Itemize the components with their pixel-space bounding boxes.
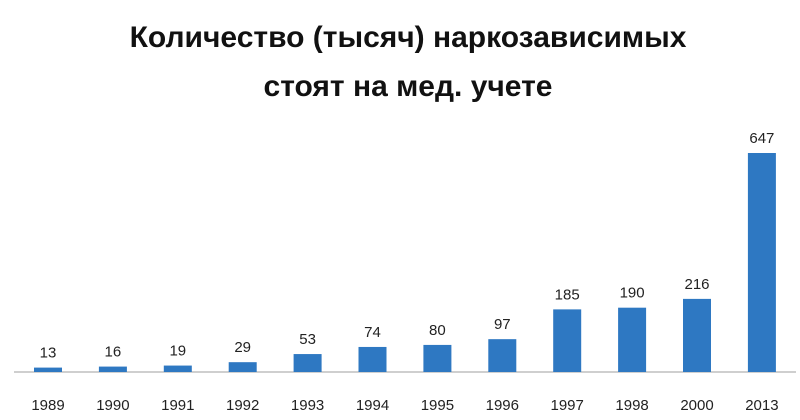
bar [618,307,647,372]
x-tick-label: 1990 [96,397,129,414]
x-tick-label: 2000 [680,397,713,414]
x-tick-label: 1996 [486,397,519,414]
x-tick-label: 2013 [745,397,778,414]
value-label: 647 [749,130,774,147]
value-label: 97 [494,316,511,333]
x-tick-label: 1994 [356,397,389,414]
value-label: 16 [105,344,122,361]
bar [423,344,452,372]
x-tick-label: 1995 [421,397,454,414]
bar [488,339,517,372]
bar [747,153,776,372]
chart-title: Количество (тысяч) наркозависимых [130,21,687,54]
bar [34,367,62,372]
value-label: 74 [364,324,381,341]
bar [228,362,257,372]
bar [358,346,387,372]
x-tick-label: 1998 [615,397,648,414]
value-label: 80 [429,322,446,339]
value-label: 19 [169,343,186,360]
bar [98,366,127,372]
value-label: 53 [299,331,316,348]
value-label: 29 [234,339,251,356]
bar [553,309,582,372]
value-label: 185 [555,286,580,303]
value-label: 216 [684,276,709,293]
bar [293,354,322,372]
value-label: 13 [40,345,57,362]
value-label: 190 [620,285,645,302]
x-tick-label: 1997 [551,397,584,414]
x-tick-label: 1991 [161,397,194,414]
chart-title: стоят на мед. учете [264,70,553,103]
x-tick-label: 1993 [291,397,324,414]
x-tick-label: 1992 [226,397,259,414]
bar [163,365,192,372]
bar [683,298,711,372]
x-tick-label: 1989 [31,397,64,414]
